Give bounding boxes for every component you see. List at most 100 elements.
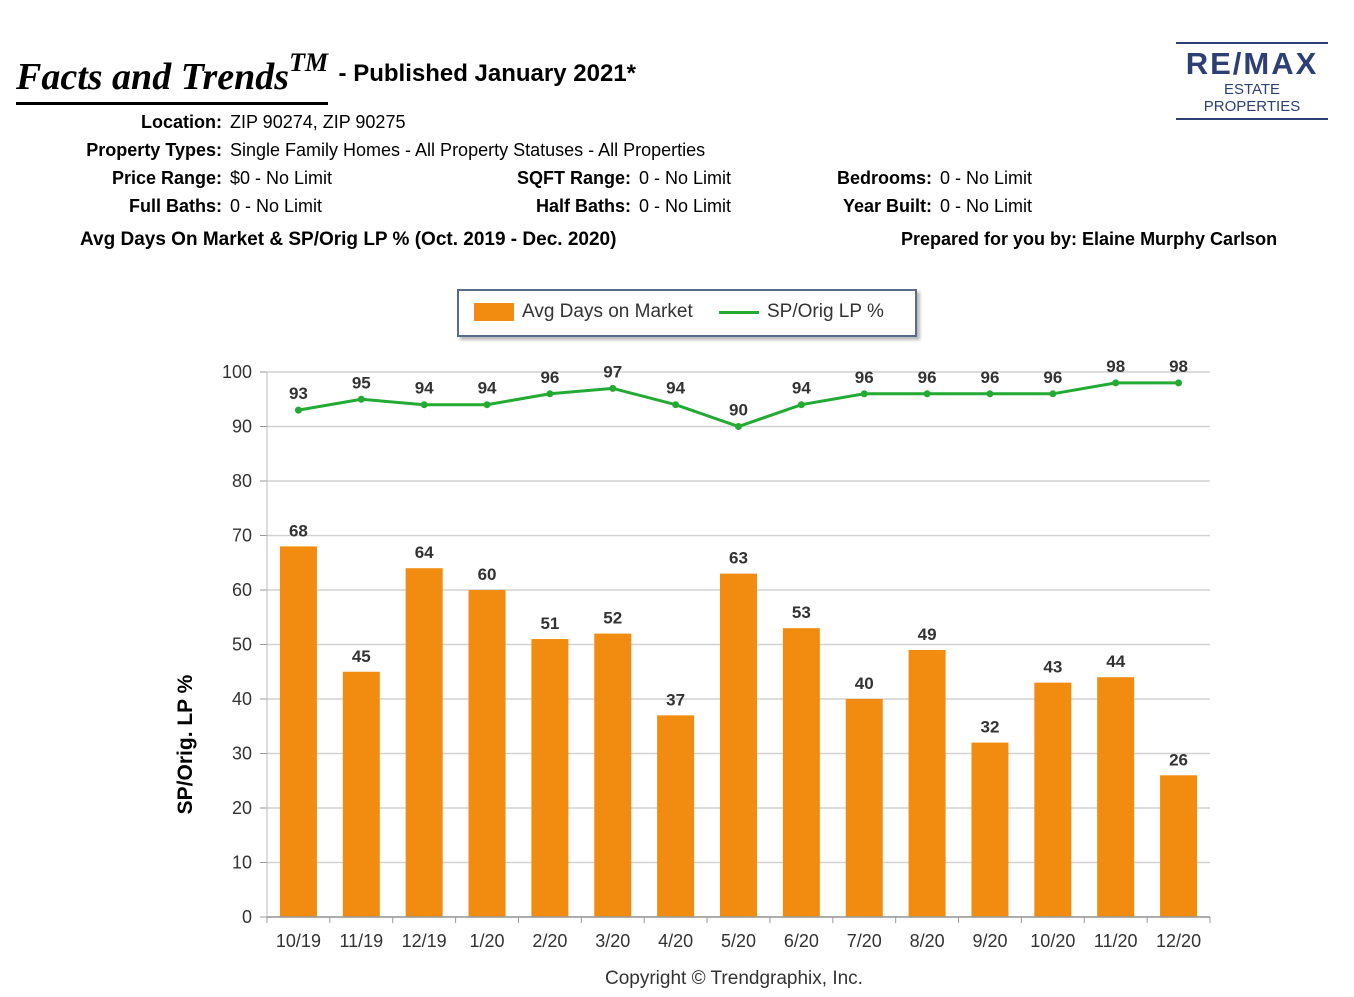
line-value-label: 94 <box>415 379 434 398</box>
bar-days-on-market <box>908 649 946 917</box>
line-value-label: 93 <box>289 384 308 403</box>
bar-days-on-market <box>720 573 757 917</box>
axes: 0 10 20 30 40 50 60 70 80 90 100 10/19 11/19 12/19 1/2… <box>222 362 1211 951</box>
criteria-value: 0 - No Limit <box>230 196 323 216</box>
criteria-label: Year Built: <box>842 196 932 216</box>
bar-days-on-market <box>279 546 317 917</box>
chart-legend: Avg Days on Market SP/Orig LP % <box>457 289 917 337</box>
x-tick-label: 1/20 <box>470 931 505 951</box>
y-tick-label: 20 <box>232 798 252 818</box>
bar-value-label: 45 <box>352 647 371 666</box>
line-value-label: 98 <box>1106 357 1125 376</box>
y-tick-label: 80 <box>232 471 252 491</box>
y-tick-label: 70 <box>232 526 252 546</box>
criteria-label: Property Types: <box>86 140 222 160</box>
criteria-sqft-range: SQFT Range: 0 - No Limit <box>480 167 731 189</box>
prepared-by: Prepared for you by: Elaine Murphy Carls… <box>901 229 1278 249</box>
criteria-label: Bedrooms: <box>836 168 932 188</box>
line-value-label: 90 <box>729 401 748 420</box>
line-point <box>1175 379 1183 387</box>
line-point <box>294 406 302 414</box>
remax-logo: RE/MAX ESTATE PROPERTIES <box>1176 42 1328 120</box>
title-main: Facts and TrendsTM <box>16 40 329 105</box>
bar-value-label: 64 <box>415 543 434 562</box>
line-point <box>923 390 931 398</box>
criteria-full-baths: Full Baths: 0 - No Limit <box>40 195 322 217</box>
y-tick-label: 30 <box>232 744 252 764</box>
x-tick-label: 12/19 <box>402 931 447 951</box>
line-point <box>1049 390 1057 398</box>
criteria-property-types: Property Types: Single Family Homes - All… <box>40 139 705 161</box>
x-tick-label: 7/20 <box>847 931 882 951</box>
y-tick-label: 0 <box>242 907 252 927</box>
x-tick-label: 6/20 <box>784 931 819 951</box>
bar-days-on-market <box>594 633 632 917</box>
bar-value-label: 37 <box>666 690 685 709</box>
x-tick-label: 9/20 <box>972 931 1007 951</box>
x-tick-label: 8/20 <box>910 931 945 951</box>
criteria-value: Single Family Homes - All Property Statu… <box>230 140 706 160</box>
x-tick-label: 11/20 <box>1094 931 1138 951</box>
x-tick-label: 10/20 <box>1030 931 1075 951</box>
bar-days-on-market <box>531 639 569 917</box>
bar-days-on-market <box>1034 682 1072 917</box>
bar-value-label: 51 <box>540 614 559 633</box>
trademark-mark: TM <box>289 48 329 77</box>
line-point <box>860 390 868 398</box>
y-tick-label: 60 <box>232 580 252 600</box>
bar-value-label: 32 <box>981 718 1000 737</box>
line-series <box>294 379 1183 430</box>
bar-value-label: 44 <box>1106 652 1125 671</box>
y-tick-label: 90 <box>232 417 252 437</box>
bar-days-on-market <box>1160 775 1198 917</box>
bar-days-on-market <box>342 671 380 917</box>
criteria-value: 0 - No Limit <box>639 196 732 216</box>
legend-item-sp-orig-lp: SP/Orig LP % <box>719 301 884 323</box>
bar-value-label: 60 <box>478 565 497 584</box>
criteria-bedrooms: Bedrooms: 0 - No Limit <box>800 167 1032 189</box>
x-tick-label: 10/19 <box>276 931 321 951</box>
criteria-value: $0 - No Limit <box>230 168 333 188</box>
bar-days-on-market <box>1097 677 1135 917</box>
line-value-label: 96 <box>855 368 874 387</box>
line-value-label: 94 <box>792 379 811 398</box>
x-tick-label: 11/19 <box>339 931 383 951</box>
x-tick-label: 2/20 <box>532 931 567 951</box>
bar-value-label: 26 <box>1169 750 1188 769</box>
line-value-label: 98 <box>1169 357 1188 376</box>
criteria-value: 0 - No Limit <box>940 168 1033 188</box>
line-point <box>735 423 742 430</box>
x-tick-label: 5/20 <box>721 931 756 951</box>
line-value-label: 94 <box>666 379 685 398</box>
logo-rule-bottom <box>1176 118 1328 120</box>
line-value-label: 96 <box>918 368 937 387</box>
line-point <box>357 395 365 403</box>
line-swatch <box>719 310 759 314</box>
legend-label: SP/Orig LP % <box>767 301 884 322</box>
x-tick-label: 3/20 <box>595 931 630 951</box>
line-point <box>546 390 554 398</box>
criteria-location: Location: ZIP 90274, ZIP 90275 <box>40 111 405 133</box>
logo-rule-top <box>1176 42 1328 44</box>
criteria-label: Price Range: <box>111 168 222 188</box>
y-tick-label: 10 <box>232 853 252 873</box>
bar-value-label: 49 <box>918 625 937 644</box>
bar-swatch <box>474 303 514 321</box>
line-point <box>986 390 994 398</box>
bar-days-on-market <box>971 742 1009 917</box>
x-tick-label: 4/20 <box>658 931 693 951</box>
criteria-label: Half Baths: <box>535 196 631 216</box>
line-value-label: 96 <box>981 368 1000 387</box>
data-labels: 68 45 64 60 51 52 37 63 53 40 49 32 43 44 26 93 95 94 94 96… <box>289 357 1188 769</box>
bar-value-label: 68 <box>289 521 308 540</box>
x-tick-label: 12/20 <box>1156 931 1201 951</box>
y-tick-label: 100 <box>222 362 252 382</box>
criteria-label: Location: <box>141 112 222 132</box>
bar-days-on-market <box>405 568 443 917</box>
bar-series <box>279 546 1198 917</box>
bar-days-on-market <box>782 628 820 917</box>
line-point <box>672 401 680 409</box>
title-subtitle: - Published January 2021* <box>338 60 636 87</box>
line-point <box>1112 379 1120 387</box>
